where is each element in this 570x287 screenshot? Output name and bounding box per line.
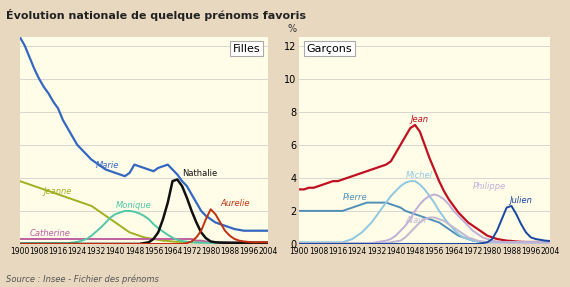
Text: Aurelie: Aurelie	[220, 199, 250, 208]
Text: Source : Insee - Fichier des prénoms: Source : Insee - Fichier des prénoms	[6, 275, 158, 284]
Text: Garçons: Garçons	[307, 44, 352, 53]
Text: %: %	[287, 24, 296, 34]
Text: Philippe: Philippe	[473, 183, 506, 191]
Text: Pierre: Pierre	[343, 193, 367, 202]
Text: Catherine: Catherine	[30, 229, 70, 238]
Text: Jeanne: Jeanne	[44, 187, 72, 195]
Text: Jean: Jean	[410, 115, 428, 124]
Text: Monique: Monique	[115, 201, 151, 210]
Text: Julien: Julien	[509, 196, 532, 205]
Text: Évolution nationale de quelque prénoms favoris: Évolution nationale de quelque prénoms f…	[6, 9, 306, 21]
Text: Michel: Michel	[405, 171, 433, 180]
Text: Filles: Filles	[233, 44, 260, 53]
Text: Nathalie: Nathalie	[182, 169, 217, 178]
Text: Alain: Alain	[405, 216, 426, 225]
Text: Marie: Marie	[96, 161, 120, 170]
